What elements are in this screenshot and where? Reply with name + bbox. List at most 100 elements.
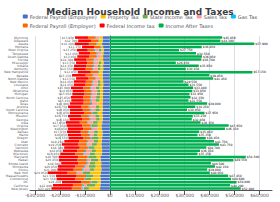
svg-text:$14,300: $14,300 [61, 58, 73, 62]
svg-text:$50,800: $50,800 [238, 180, 250, 184]
svg-text:$36,850: $36,850 [203, 45, 215, 49]
svg-text:$43,750: $43,750 [220, 142, 232, 146]
svg-text:$41,450: $41,450 [214, 76, 226, 80]
svg-text:$18,250: $18,250 [51, 139, 63, 143]
svg-text:$16,050: $16,050 [56, 111, 68, 115]
svg-text:$14,350: $14,350 [61, 64, 73, 68]
svg-text:$20,850: $20,850 [44, 164, 56, 168]
svg-text:South Carolina: South Carolina [6, 108, 28, 112]
svg-text:Florida: Florida [18, 58, 28, 62]
svg-text:$15,600: $15,600 [58, 86, 70, 90]
svg-text:$32,350: $32,350 [192, 95, 204, 99]
svg-text:Wisconsin: Wisconsin [13, 152, 28, 156]
svg-text:New Hampshire: New Hampshire [4, 70, 28, 74]
svg-text:$37,950: $37,950 [206, 111, 218, 115]
svg-text:$47,450: $47,450 [229, 174, 241, 178]
svg-text:$21,000: $21,000 [44, 168, 56, 172]
svg-text:Pennsylvania: Pennsylvania [8, 111, 28, 115]
svg-text:Connecticut: Connecticut [10, 177, 29, 181]
svg-text:California: California [14, 183, 28, 187]
svg-text:-$30,000: -$30,000 [25, 193, 45, 198]
svg-text:$36,150: $36,150 [201, 149, 213, 153]
svg-text:Alaska: Alaska [18, 42, 28, 46]
svg-text:$35,150: $35,150 [199, 133, 211, 137]
svg-text:$39,000: $39,000 [208, 102, 220, 106]
svg-text:$13,550: $13,550 [63, 76, 75, 80]
svg-text:Oklahoma: Oklahoma [13, 89, 28, 93]
svg-text:$27,750: $27,750 [180, 48, 192, 52]
svg-text:$16,050: $16,050 [56, 108, 68, 112]
svg-text:Minnesota: Minnesota [13, 164, 29, 168]
svg-text:$34,550: $34,550 [197, 51, 209, 55]
svg-text:Colorado: Colorado [15, 142, 29, 146]
svg-text:$35,650: $35,650 [200, 64, 212, 68]
svg-text:Ohio: Ohio [21, 86, 28, 90]
svg-text:New York: New York [14, 171, 28, 175]
svg-text:$48,200: $48,200 [231, 183, 243, 187]
svg-text:$13,050: $13,050 [64, 54, 76, 58]
svg-text:Wyoming: Wyoming [14, 36, 28, 40]
svg-text:$38,700: $38,700 [207, 146, 219, 150]
svg-text:$47,650: $47,650 [230, 124, 242, 128]
svg-text:South Dakota: South Dakota [8, 54, 28, 58]
svg-text:$49,550: $49,550 [234, 158, 246, 162]
svg-text:$22,800: $22,800 [40, 183, 52, 187]
svg-text:$0: $0 [107, 193, 113, 198]
svg-text:Louisiana: Louisiana [14, 83, 28, 87]
svg-text:Illinois: Illinois [18, 168, 28, 172]
svg-text:$16,750: $16,750 [55, 105, 67, 109]
svg-text:Arizona: Arizona [17, 105, 28, 109]
svg-text:Indiana: Indiana [17, 64, 28, 68]
svg-text:Hawaii: Hawaii [18, 158, 28, 162]
svg-text:$15,650: $15,650 [57, 95, 69, 99]
svg-text:$39,850: $39,850 [210, 73, 222, 77]
svg-text:$40,000: $40,000 [200, 193, 219, 198]
svg-text:$34,250: $34,250 [196, 105, 208, 109]
svg-text:$17,150: $17,150 [54, 130, 66, 134]
svg-text:$42,150: $42,150 [216, 164, 228, 168]
svg-text:$30,450: $30,450 [187, 67, 199, 71]
svg-text:$41,750: $41,750 [215, 139, 227, 143]
svg-text:$15,050: $15,050 [59, 92, 71, 96]
svg-text:-$20,000: -$20,000 [50, 193, 70, 198]
svg-text:$44,300: $44,300 [221, 39, 233, 43]
svg-text:$33,050: $33,050 [193, 89, 205, 93]
svg-text:DC: DC [24, 180, 28, 184]
svg-text:$20,450: $20,450 [45, 158, 57, 162]
svg-text:$31,950: $31,950 [191, 92, 203, 96]
svg-text:New Mexico: New Mexico [10, 80, 28, 84]
svg-text:Iowa: Iowa [21, 120, 28, 124]
svg-text:Nevada: Nevada [17, 73, 29, 77]
svg-text:$39,000: $39,000 [208, 168, 220, 172]
svg-text:$14,100: $14,100 [61, 42, 73, 46]
svg-text:$19,250: $19,250 [48, 142, 60, 146]
svg-text:$14,450: $14,450 [60, 80, 72, 84]
svg-text:New Jersey: New Jersey [11, 186, 28, 190]
svg-text:$31,550: $31,550 [190, 98, 202, 102]
svg-text:$13,550: $13,550 [63, 61, 75, 65]
svg-text:$32,850: $32,850 [193, 117, 205, 121]
svg-text:$26,450: $26,450 [177, 61, 189, 65]
svg-text:North Carolina: North Carolina [6, 95, 28, 99]
svg-text:$16,850: $16,850 [54, 127, 66, 131]
svg-text:$23,420: $23,420 [38, 186, 50, 190]
svg-text:$16,150: $16,150 [56, 117, 68, 121]
svg-text:$16,750: $16,750 [55, 114, 67, 118]
svg-text:$35,850: $35,850 [200, 130, 212, 134]
svg-text:$13,250: $13,250 [63, 48, 75, 52]
svg-text:North Dakota: North Dakota [8, 76, 28, 80]
svg-text:$36,350: $36,350 [202, 120, 214, 124]
svg-text:Nebraska: Nebraska [14, 149, 28, 153]
svg-text:West Virginia: West Virginia [8, 48, 28, 52]
svg-text:$54,500: $54,500 [247, 155, 259, 159]
svg-text:$18,300: $18,300 [51, 146, 63, 150]
svg-text:Income After Taxes: Income After Taxes [166, 23, 214, 29]
svg-text:$57,900: $57,900 [255, 42, 267, 46]
svg-text:$35,150: $35,150 [199, 152, 211, 156]
svg-text:Vermont: Vermont [15, 146, 29, 150]
svg-text:$30,950: $30,950 [188, 108, 200, 112]
svg-text:Federal Income tax: Federal Income tax [107, 23, 155, 29]
svg-text:$12,700: $12,700 [65, 39, 77, 43]
svg-text:$33,250: $33,250 [194, 114, 206, 118]
svg-text:Gas Tax: Gas Tax [238, 14, 257, 20]
